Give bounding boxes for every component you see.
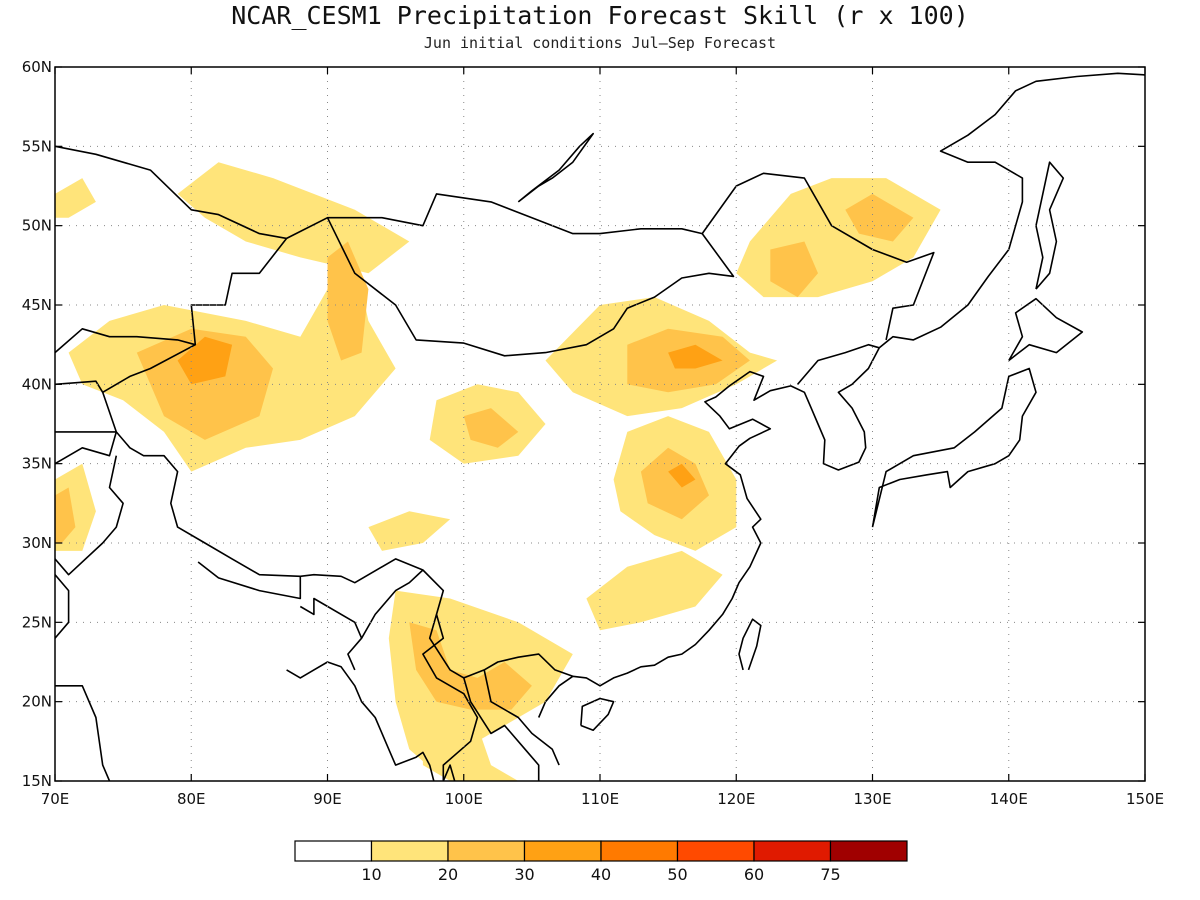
skill-region-19 [368,511,451,551]
lon-tick-label: 80E [177,790,206,808]
lat-tick-label: 35N [22,455,52,473]
lat-tick-label: 20N [22,693,52,711]
map-subtitle: Jun initial conditions Jul–Sep Forecast [423,34,777,52]
coastline-21 [299,597,363,671]
skill-region-12 [668,344,723,369]
lat-tick-label: 50N [22,217,52,235]
coastline-1 [286,661,435,781]
coastline-14 [55,328,196,354]
colorbar-label: 10 [361,865,381,884]
colorbar-swatch-3 [523,840,602,862]
coastline-2 [442,764,456,781]
axis-labels: 70E 80E 90E 100E 110E 120E 130E 140E 150E 15N 20N 2… [22,58,1164,808]
skill-region-5 [327,241,369,361]
skill-fill-layer [55,162,941,781]
coastline-9 [1035,161,1065,290]
coastline-4 [537,72,1145,718]
coastline-17 [55,431,118,465]
lat-tick-label: 40N [22,375,52,393]
lat-tick-label: 15N [22,772,52,790]
colorbar-swatch-1 [370,840,449,862]
map-title: NCAR_CESM1 Precipitation Forecast Skill … [231,1,969,30]
coastline-12 [101,237,574,679]
lat-tick-label: 55N [22,137,52,155]
skill-region-4 [177,336,233,385]
coastline-layer [55,72,1145,781]
coastline-26 [796,343,880,385]
lon-tick-label: 90E [313,790,342,808]
coastline-0 [55,685,111,781]
coastline-10 [517,132,594,203]
skill-region-0 [55,178,96,218]
coastline-15 [55,380,104,393]
coastline-20 [197,561,302,600]
lat-tick-label: 25N [22,613,52,631]
colorbar-swatch-6 [753,840,832,862]
colorbar-label: 60 [744,865,764,884]
coastline-19 [55,574,70,639]
coastline-6 [580,697,615,731]
colorbar-label: 30 [514,865,534,884]
colorbar-swatch-0 [294,840,373,862]
colorbar-swatch-5 [676,840,755,862]
skill-region-13 [736,178,941,298]
lat-tick-label: 30N [22,534,52,552]
coastline-23 [422,614,479,781]
lon-tick-label: 140E [990,790,1028,808]
colorbar-label: 75 [820,865,840,884]
coastline-7 [871,367,1037,528]
lon-tick-label: 70E [41,790,70,808]
colorbar-swatch-4 [600,840,679,862]
coastline-5 [738,618,762,671]
skill-region-18 [668,463,696,488]
colorbar-label: 20 [438,865,458,884]
skill-region-20 [586,550,723,631]
coastline-11 [55,145,935,341]
coastline-18 [55,455,124,576]
coastline-25 [463,677,540,781]
lat-tick-label: 45N [22,296,52,314]
skill-region-14 [770,241,818,298]
coastline-13 [326,217,735,357]
skill-region-1 [177,162,410,274]
colorbar: 10 20 30 40 50 60 75 [294,840,908,884]
skill-region-7 [55,487,76,543]
skill-region-17 [640,447,709,520]
skill-region-9 [463,408,519,448]
colorbar-label: 40 [591,865,611,884]
colorbar-swatch-2 [447,840,526,862]
coastline-24 [483,669,560,766]
lon-tick-label: 110E [581,790,619,808]
colorbar-swatch-7 [829,840,908,862]
lat-tick-label: 60N [22,58,52,76]
colorbar-label: 50 [667,865,687,884]
lon-tick-label: 150E [1126,790,1164,808]
skill-region-3 [136,328,273,440]
skill-region-22 [409,622,532,710]
skill-region-15 [845,193,914,242]
lon-tick-label: 130E [853,790,891,808]
lon-tick-label: 120E [717,790,755,808]
coastline-8 [1008,297,1084,362]
lon-tick-label: 100E [445,790,483,808]
gridlines [55,67,1145,781]
